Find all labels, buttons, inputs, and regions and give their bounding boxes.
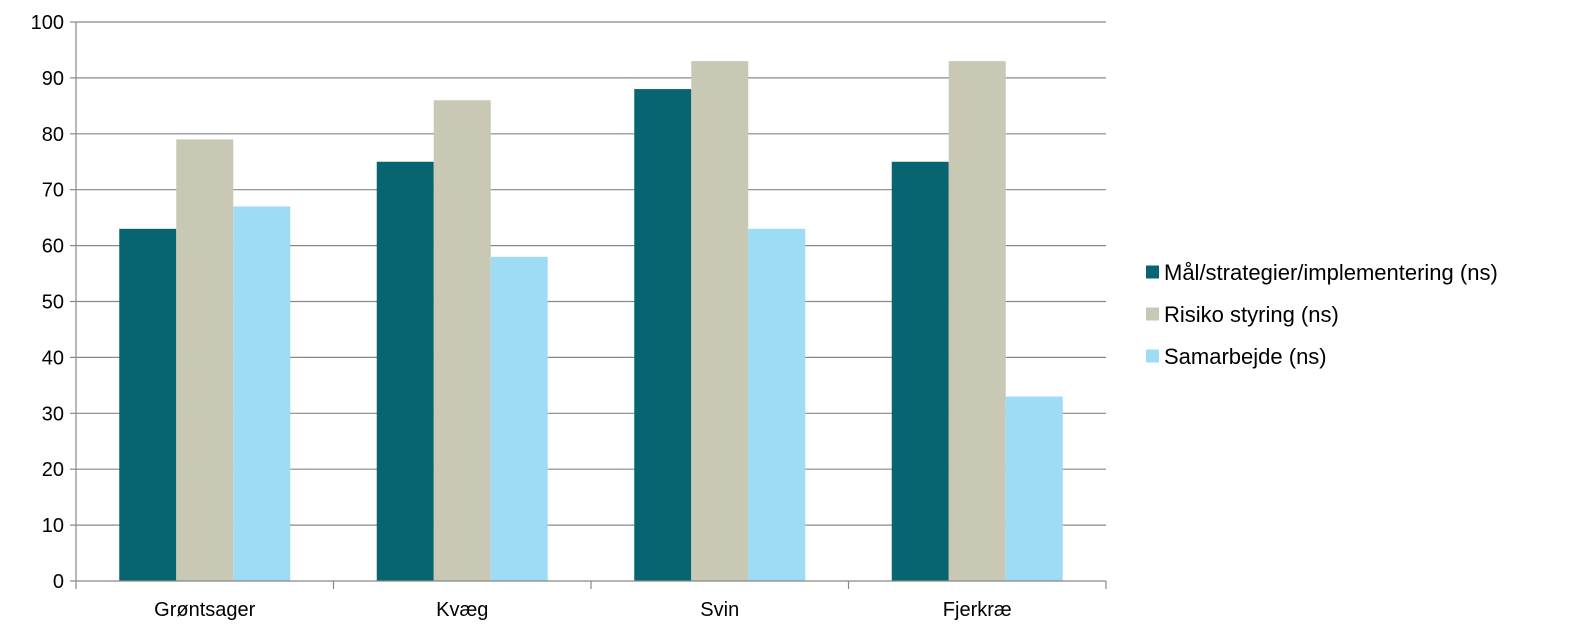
bar-2-1 [691, 61, 749, 581]
y-tick-label: 30 [42, 403, 64, 425]
y-tick-label: 70 [42, 180, 64, 202]
bar-1-1 [433, 100, 491, 581]
legend-label: Risiko styring (ns) [1164, 302, 1339, 327]
y-tick-label: 100 [31, 12, 64, 34]
bar-2-2 [748, 228, 806, 581]
x-axis-tick-labels: Grøntsager Kvæg Svin Fjerkræ [154, 599, 1012, 621]
bar-0-0 [119, 228, 177, 581]
bar-1-0 [376, 161, 434, 581]
bar-0-2 [233, 206, 291, 581]
y-tick-label: 20 [42, 459, 64, 481]
x-tick-label: Fjerkræ [943, 599, 1012, 621]
y-tick-label: 60 [42, 236, 64, 258]
y-axis-tick-labels: 0 10 20 30 40 50 60 70 80 90 100 [31, 12, 64, 593]
bar-2-0 [634, 89, 692, 581]
bar-3-0 [891, 161, 949, 581]
x-tick-label: Grøntsager [154, 599, 255, 621]
x-tick-label: Svin [700, 599, 739, 621]
bars [119, 61, 1063, 581]
legend-swatch [1146, 307, 1159, 321]
legend-label: Samarbejde (ns) [1164, 344, 1327, 369]
legend-swatch [1146, 265, 1159, 279]
legend-label: Mål/strategier/implementering (ns) [1164, 260, 1498, 285]
axes [70, 21, 1107, 589]
x-tick-label: Kvæg [436, 599, 488, 621]
y-tick-label: 80 [42, 124, 64, 146]
y-tick-label: 90 [42, 68, 64, 90]
y-tick-label: 0 [53, 571, 64, 593]
y-tick-label: 50 [42, 292, 64, 314]
bar-1-2 [490, 256, 548, 581]
bar-3-2 [1005, 396, 1063, 581]
bar-0-1 [176, 139, 234, 581]
bar-3-1 [948, 61, 1006, 581]
y-tick-label: 40 [42, 347, 64, 369]
legend-swatch [1146, 349, 1159, 363]
legend: Mål/strategier/implementering (ns) Risiko… [1146, 260, 1498, 369]
y-tick-label: 10 [42, 515, 64, 537]
